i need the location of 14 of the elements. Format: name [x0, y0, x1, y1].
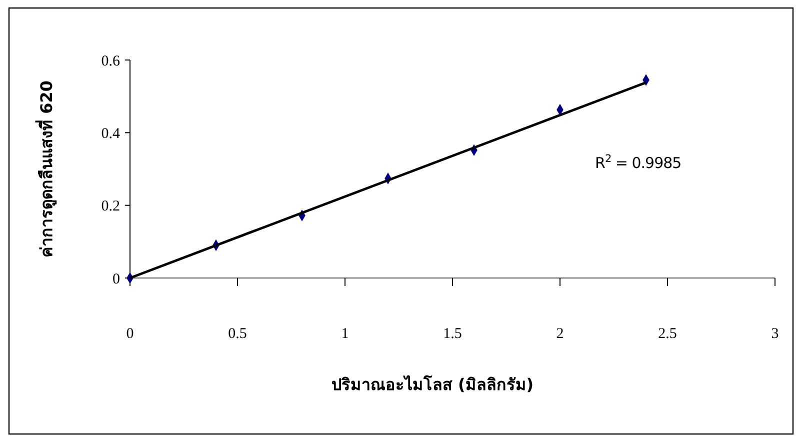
x-tick-label: 2 [556, 326, 564, 342]
x-axis-title: ปริมาณอะไมโลส (มิลลิกรัม) [331, 374, 534, 394]
annotation: R$^{2}$ = 0.9985 [595, 153, 682, 172]
x-tick-label: 1.5 [443, 326, 462, 342]
x-tick-label: 0 [126, 326, 134, 342]
x-tick-label: 3 [771, 326, 779, 342]
x-tick-label: 2.5 [658, 326, 677, 342]
y-axis-title: ค่าการดูดกลืนแสงที่ 620 [35, 80, 58, 258]
y-tick-label: 0.4 [101, 126, 120, 142]
x-tick-label: 1 [341, 326, 349, 342]
y-tick-label: 0.6 [101, 53, 120, 70]
y-tick-label: 0 [112, 271, 120, 288]
y-tick-label: 0.2 [101, 198, 120, 215]
x-tick-label: 0.5 [228, 326, 247, 342]
